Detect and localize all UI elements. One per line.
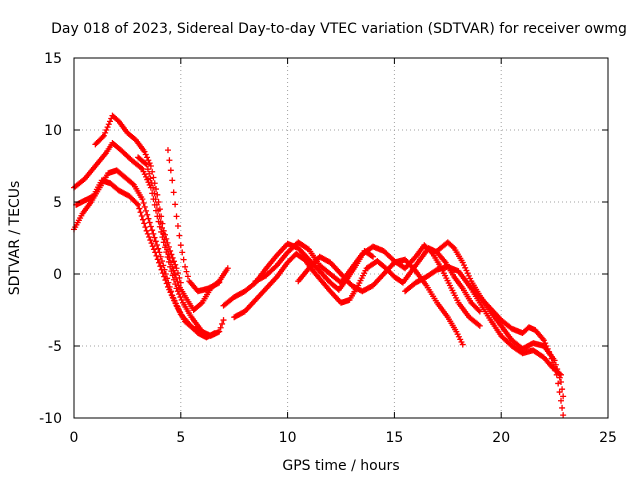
x-axis-label: GPS time / hours xyxy=(282,458,399,474)
series-sat-f xyxy=(164,147,223,295)
series-sat-j xyxy=(295,253,466,348)
plus-markers xyxy=(73,177,206,335)
series-sat-m xyxy=(466,282,567,419)
x-tick-label: 10 xyxy=(279,430,297,446)
y-tick-label: -10 xyxy=(39,411,62,427)
series-sat-c xyxy=(73,177,206,335)
x-tick-label: 5 xyxy=(176,430,185,446)
x-tick-label: 25 xyxy=(599,430,617,446)
plus-markers xyxy=(295,253,466,348)
x-tick-label: 20 xyxy=(492,430,510,446)
y-tick-label: 5 xyxy=(53,195,62,211)
x-tick-label: 0 xyxy=(70,430,79,446)
y-tick-label: 15 xyxy=(44,51,62,67)
y-tick-label: -5 xyxy=(48,339,62,355)
data-points xyxy=(71,112,567,419)
axis-ticks: 0 5 10 15 20 25 -10 -5 0 5 10 15 xyxy=(39,51,617,446)
x-tick-label: 15 xyxy=(385,430,403,446)
plot-frame xyxy=(73,57,609,419)
plus-markers xyxy=(164,147,223,295)
y-axis-label: SDTVAR / TECUs xyxy=(7,181,23,296)
y-tick-label: 10 xyxy=(44,123,62,139)
y-tick-label: 0 xyxy=(53,267,62,283)
plus-markers xyxy=(466,282,567,419)
chart-title: Day 018 of 2023, Sidereal Day-to-day VTE… xyxy=(51,21,627,37)
